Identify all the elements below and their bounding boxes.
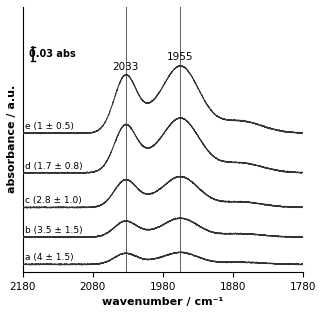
Text: 2033: 2033 xyxy=(112,62,139,72)
Text: d (1.7 ± 0.8): d (1.7 ± 0.8) xyxy=(25,162,83,171)
Text: 1955: 1955 xyxy=(167,52,193,62)
Text: c (2.8 ± 1.0): c (2.8 ± 1.0) xyxy=(25,197,82,205)
Text: e (1 ± 0.5): e (1 ± 0.5) xyxy=(25,122,74,131)
X-axis label: wavenumber / cm⁻¹: wavenumber / cm⁻¹ xyxy=(102,297,224,307)
Text: a (4 ± 1.5): a (4 ± 1.5) xyxy=(25,253,74,263)
Text: b (3.5 ± 1.5): b (3.5 ± 1.5) xyxy=(25,226,83,235)
Y-axis label: absorbance / a.u.: absorbance / a.u. xyxy=(7,85,17,193)
Text: 0.03 abs: 0.03 abs xyxy=(29,49,76,59)
